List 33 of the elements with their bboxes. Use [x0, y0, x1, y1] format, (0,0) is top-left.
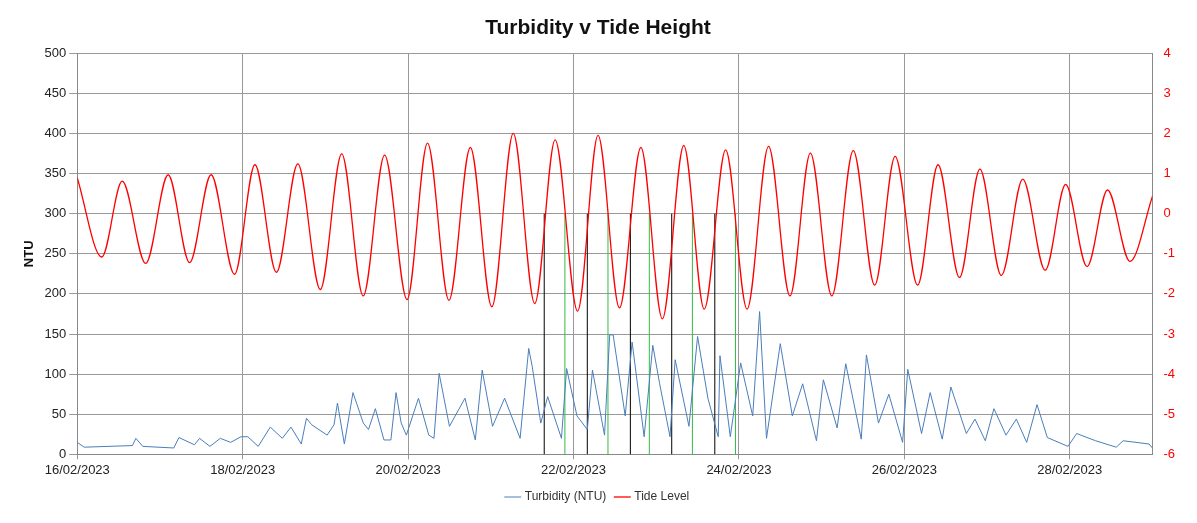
y2-tick-label: 1 [1163, 165, 1171, 181]
x-tick-label: 28/02/2023 [1037, 461, 1103, 477]
y2-tick-label: -1 [1163, 245, 1175, 261]
y2-tick-label: -3 [1163, 325, 1175, 341]
x-tick-label: 20/02/2023 [375, 461, 441, 477]
y-tick-label: 400 [44, 125, 67, 141]
y2-tick-label: 3 [1163, 84, 1171, 100]
x-tick-label: 22/02/2023 [540, 461, 607, 477]
legend-label: Tide Level [634, 489, 690, 504]
chart-title: Turbidity v Tide Height [485, 15, 711, 39]
y-tick-label: 200 [44, 285, 67, 301]
y2-tick-label: 2 [1163, 125, 1171, 141]
y-tick-label: 300 [44, 205, 67, 221]
x-tick-label: 18/02/2023 [210, 461, 276, 477]
y-tick-label: 350 [44, 165, 67, 181]
y2-tick-label: 0 [1163, 205, 1171, 221]
y2-tick-label: -4 [1163, 365, 1175, 381]
legend-label: Turbidity (NTU) [524, 489, 607, 504]
y-tick-label: 450 [44, 84, 67, 100]
y-tick-label: 0 [59, 445, 67, 461]
y-tick-label: 50 [51, 405, 67, 421]
y-axis-title: NTU [21, 240, 37, 268]
y-tick-label: 100 [44, 365, 67, 381]
y2-tick-label: 4 [1163, 44, 1171, 60]
x-tick-label: 24/02/2023 [706, 461, 772, 477]
y-tick-label: 500 [44, 44, 67, 60]
x-tick-label: 26/02/2023 [871, 461, 937, 477]
x-tick-label: 16/02/2023 [44, 461, 110, 477]
y2-tick-label: -6 [1163, 445, 1175, 461]
y-tick-label: 150 [44, 325, 67, 341]
y2-tick-label: -5 [1163, 405, 1175, 421]
y-tick-label: 250 [44, 245, 67, 261]
y2-tick-label: -2 [1163, 285, 1175, 301]
